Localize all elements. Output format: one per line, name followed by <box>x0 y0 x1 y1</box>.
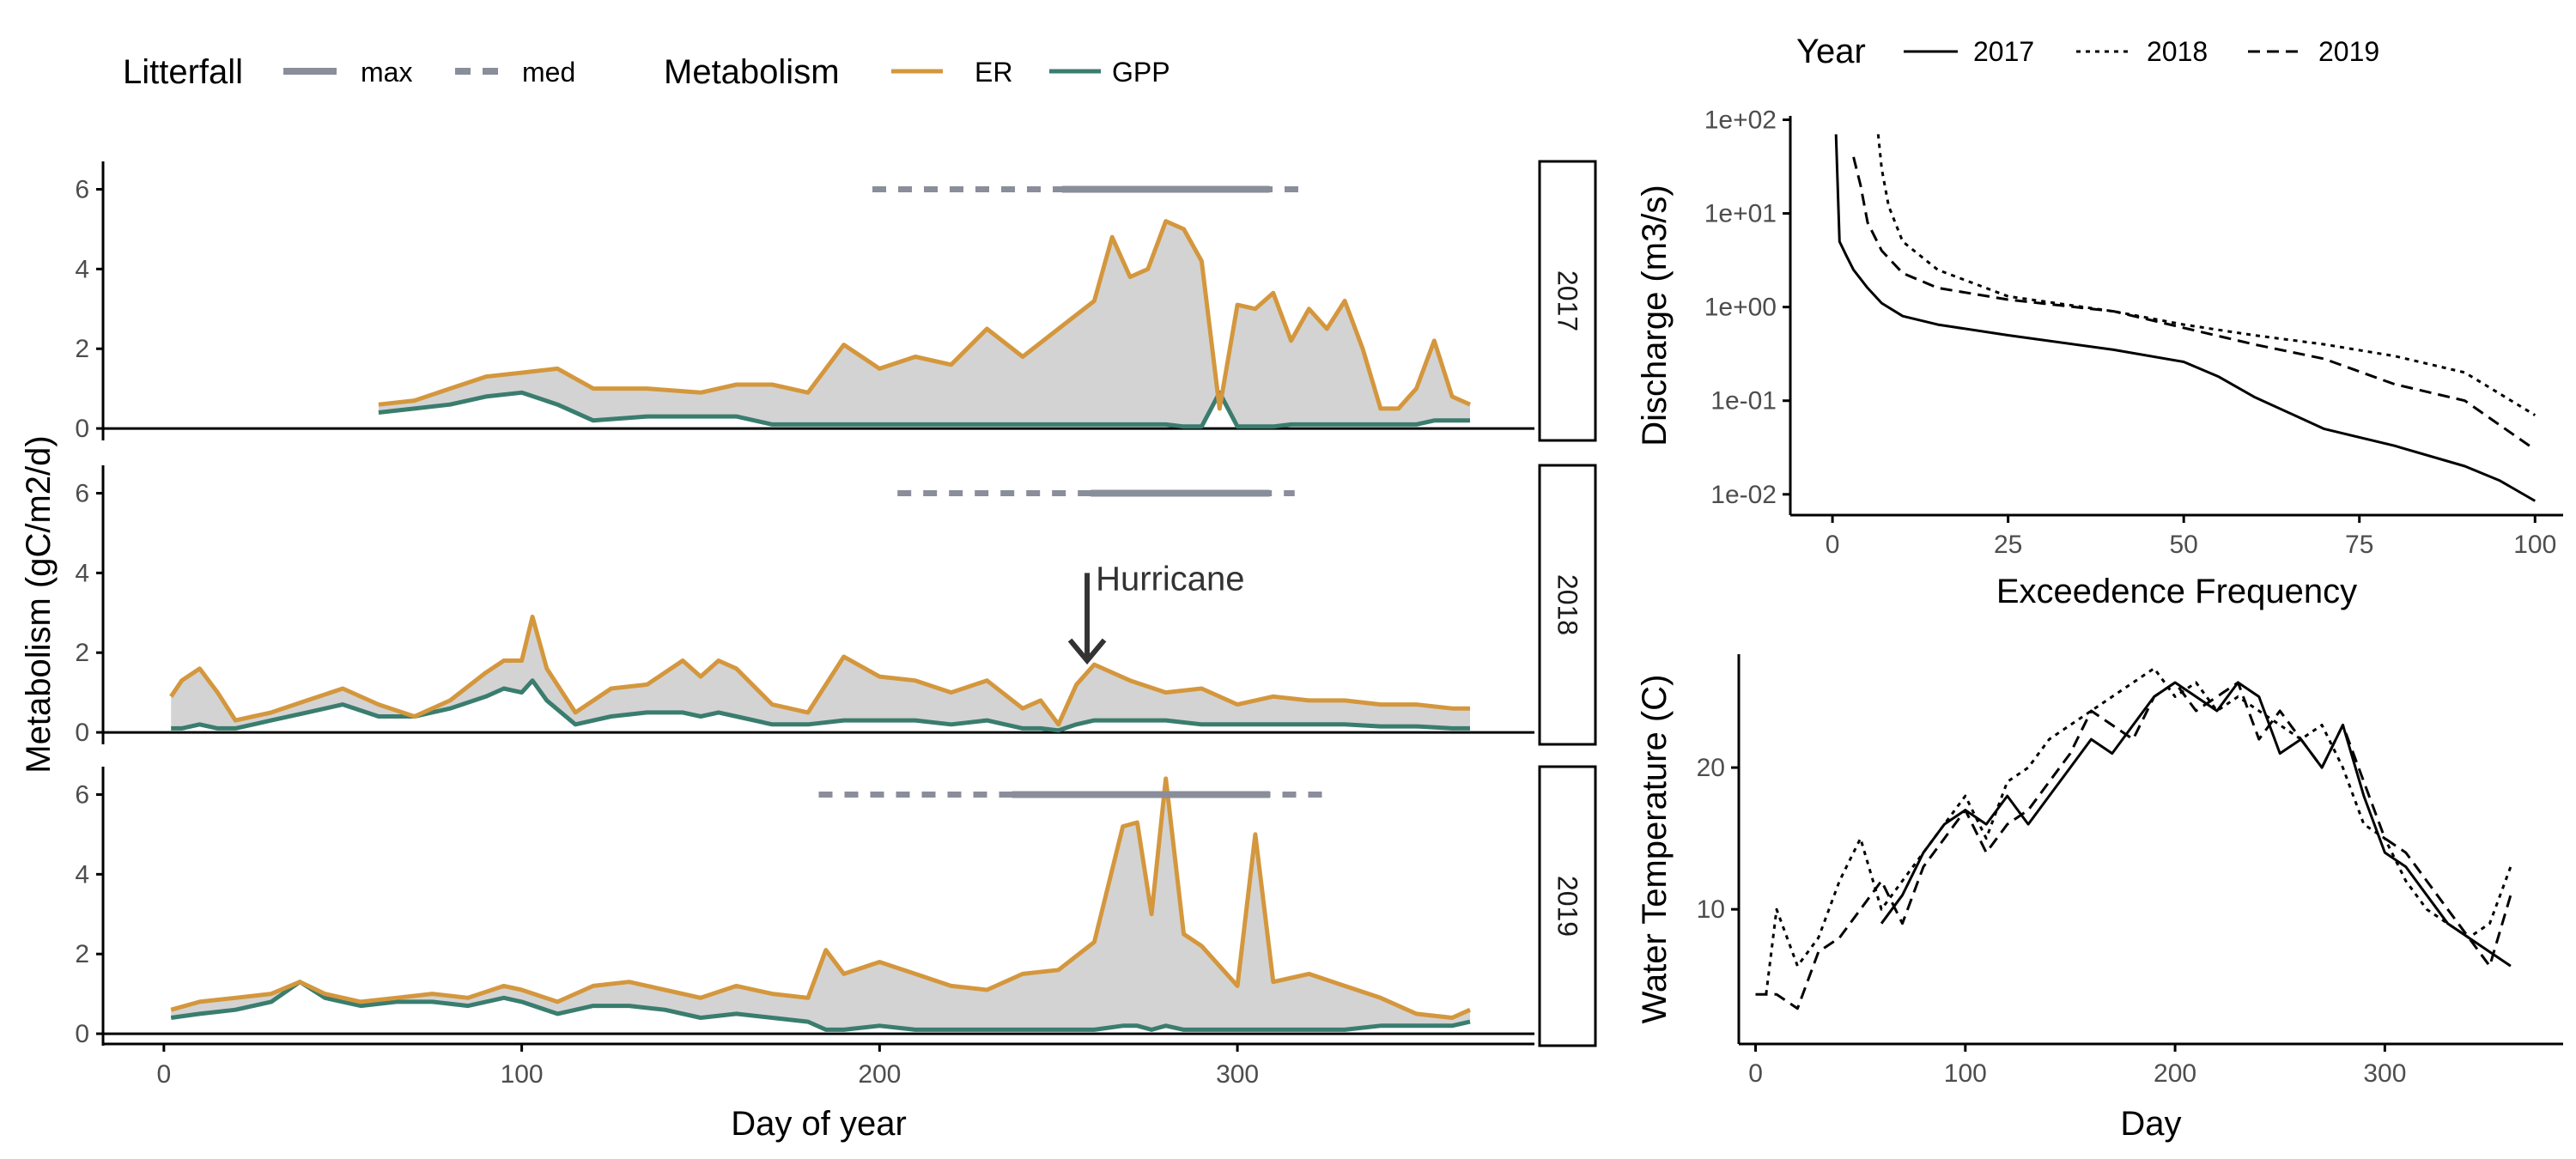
temperature-line-2018 <box>1765 667 2512 995</box>
hurricane-arrow-head <box>1067 638 1107 665</box>
er-line-2017 <box>378 219 1472 411</box>
strip-label-2017: 2017 <box>1552 270 1583 331</box>
y-tick-label-2019-0: 0 <box>75 1020 89 1048</box>
hurricane-label: Hurricane <box>1096 560 1244 598</box>
discharge-x-tick-label-50: 50 <box>2169 531 2197 559</box>
er-line-2019 <box>170 776 1472 1020</box>
discharge-panel: 0 25 50 75 100 1e-02 1e-01 1e+00 1e+01 1e+02 Excee… <box>1636 106 2563 610</box>
y-tick-label-2017-2: 2 <box>75 335 89 363</box>
ribbon-2018 <box>171 616 1471 731</box>
temperature-line-2017 <box>1880 681 2512 968</box>
gpp-line-2019 <box>170 980 1471 1032</box>
metabolism-panel: 0 2 4 6 2017 0 2 4 6 2018 0 2 4 6 2019 0 100 200 300 Day of… <box>20 160 1597 1143</box>
legend-2017-label: 2017 <box>1973 36 2034 67</box>
temperature-x-tick-label-100: 100 <box>1944 1059 1987 1088</box>
x-tick-label-0: 0 <box>157 1060 172 1089</box>
discharge-x-tick-label-0: 0 <box>1826 531 1840 559</box>
gpp-line-2017 <box>378 390 1470 429</box>
discharge-y-tick-label-1e-02: 1e-02 <box>1710 481 1777 509</box>
legend-metabolism-title: Metabolism <box>664 53 840 91</box>
x-tick-label-100: 100 <box>501 1060 544 1089</box>
y-tick-label-2019-4: 4 <box>75 860 89 889</box>
strip-label-2018: 2018 <box>1552 574 1583 635</box>
x-tick-label-200: 200 <box>858 1060 901 1089</box>
temperature-y-tick-label-10: 10 <box>1697 895 1725 924</box>
facet-2017: 0 2 4 6 2017 <box>75 160 1597 443</box>
x-axis-title-metabolism: Day of year <box>731 1105 907 1143</box>
strip-2018 <box>1538 464 1597 746</box>
legend-med-label: med <box>522 57 575 88</box>
y-tick-label-2018-2: 2 <box>75 639 89 667</box>
temperature-x-axis-title: Day <box>2120 1105 2181 1143</box>
temperature-y-tick-label-20: 20 <box>1697 754 1725 782</box>
legend-er-label: ER <box>975 57 1012 88</box>
y-tick-label-2019-2: 2 <box>75 940 89 968</box>
discharge-line-2017 <box>1834 134 2537 502</box>
x-tick-label-300: 300 <box>1216 1060 1259 1089</box>
strip-2017 <box>1538 160 1597 442</box>
y-tick-label-2018-6: 6 <box>75 480 89 508</box>
discharge-y-axis-title: Discharge (m3/s) <box>1636 185 1674 446</box>
temperature-y-axis-title: Water Temperature (C) <box>1636 675 1674 1024</box>
discharge-x-axis-title: Exceedence Frequency <box>1996 573 2357 610</box>
y-tick-label-2017-4: 4 <box>75 255 89 283</box>
discharge-y-tick-label-1e-01: 1e-01 <box>1710 387 1777 416</box>
y-axis-title-metabolism: Metabolism (gC/m2/d) <box>20 435 58 773</box>
discharge-y-tick-label-1e+02: 1e+02 <box>1704 106 1777 135</box>
temperature-x-tick-label-200: 200 <box>2154 1059 2196 1088</box>
legend-left: Litterfall max med Metabolism ER GPP <box>123 53 1170 91</box>
ribbon-2019 <box>171 778 1471 1030</box>
y-tick-label-2019-6: 6 <box>75 781 89 810</box>
discharge-y-tick-label-1e+01: 1e+01 <box>1704 200 1777 228</box>
legend-year-title: Year <box>1796 33 1866 70</box>
temperature-panel: 0 100 200 300 10 20 Day Water Temperature (C) <box>1636 654 2563 1143</box>
legend-max-label: max <box>361 57 412 88</box>
discharge-line-2018 <box>1876 134 2537 416</box>
legend-litterfall-title: Litterfall <box>123 53 243 91</box>
discharge-x-tick-label-25: 25 <box>1994 531 2022 559</box>
gpp-line-2018 <box>171 678 1470 733</box>
temperature-x-tick-label-0: 0 <box>1748 1059 1763 1088</box>
y-tick-label-2018-4: 4 <box>75 559 89 587</box>
facet-2019: 0 2 4 6 2019 <box>75 765 1597 1048</box>
er-line-2018 <box>169 614 1470 727</box>
y-tick-label-2017-0: 0 <box>75 415 89 443</box>
legend-right: Year 2017 2018 2019 <box>1796 33 2379 70</box>
discharge-line-2019 <box>1852 156 2537 452</box>
temperature-x-tick-label-300: 300 <box>2363 1059 2406 1088</box>
facet-2018: 0 2 4 6 2018 <box>75 464 1597 747</box>
ribbon-2017 <box>378 221 1470 427</box>
legend-gpp-label: GPP <box>1112 57 1170 88</box>
legend-2018-label: 2018 <box>2147 36 2208 67</box>
temperature-line-2019 <box>1755 681 2512 1010</box>
discharge-x-tick-label-75: 75 <box>2345 531 2373 559</box>
y-tick-label-2017-6: 6 <box>75 176 89 204</box>
legend-2019-label: 2019 <box>2318 36 2379 67</box>
discharge-y-tick-label-1e+00: 1e+00 <box>1704 294 1777 322</box>
y-tick-label-2018-0: 0 <box>75 719 89 747</box>
strip-label-2019: 2019 <box>1552 876 1583 937</box>
discharge-x-tick-label-100: 100 <box>2513 531 2556 559</box>
strip-2019 <box>1538 765 1597 1047</box>
